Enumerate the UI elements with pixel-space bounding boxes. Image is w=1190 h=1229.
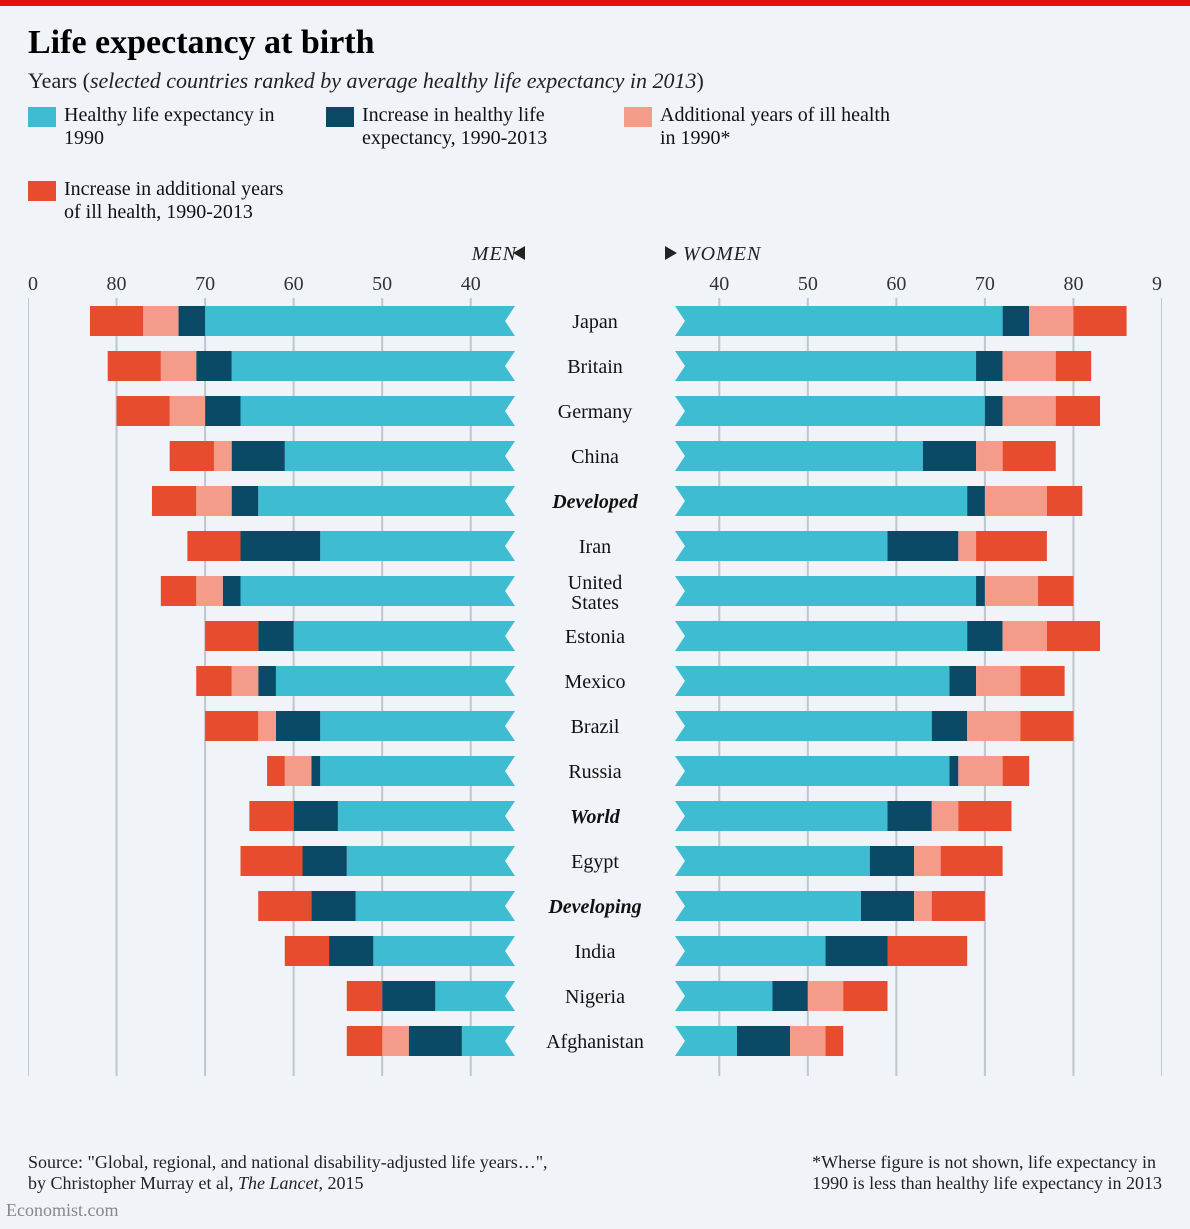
legend-item: Increase in additional years of ill heal… [28, 178, 298, 224]
plot-area: 40 40 50 50 60 60 70 70 80 80 90 90 MEN WOMEN Japan Br… [28, 238, 1162, 1138]
svg-text:40: 40 [709, 273, 729, 295]
subtitle-plain: Years ( [28, 68, 90, 93]
svg-text:China: China [571, 446, 619, 468]
legend-label: Increase in healthy life expectancy, 199… [362, 104, 596, 150]
svg-text:States: States [571, 592, 619, 614]
svg-text:Estonia: Estonia [565, 626, 625, 648]
svg-text:80: 80 [1063, 273, 1083, 295]
source-line2-after: , 2015 [318, 1173, 363, 1193]
legend-label: Additional years of ill health in 1990* [660, 104, 894, 150]
svg-text:MEN: MEN [471, 243, 518, 265]
chart-svg: 40 40 50 50 60 60 70 70 80 80 90 90 MEN WOMEN Japan Br… [28, 238, 1162, 1098]
svg-text:Afghanistan: Afghanistan [546, 1031, 644, 1053]
svg-text:Brazil: Brazil [571, 716, 620, 738]
chart-container: Life expectancy at birth Years (selected… [0, 0, 1190, 1229]
svg-text:Japan: Japan [572, 311, 618, 333]
svg-text:80: 80 [107, 273, 127, 295]
svg-text:Egypt: Egypt [571, 851, 619, 873]
svg-text:Iran: Iran [579, 536, 611, 558]
svg-text:Russia: Russia [568, 761, 621, 783]
svg-text:60: 60 [284, 273, 304, 295]
svg-text:India: India [574, 941, 615, 963]
legend: Healthy life expectancy in 1990 Increase … [28, 104, 1162, 224]
svg-text:40: 40 [461, 273, 481, 295]
svg-text:World: World [570, 806, 621, 828]
svg-text:Germany: Germany [558, 401, 632, 423]
legend-label: Increase in additional years of ill heal… [64, 178, 298, 224]
legend-swatch [28, 181, 56, 201]
source-line2: by Christopher Murray et al, [28, 1173, 238, 1193]
subtitle-close: ) [697, 68, 704, 93]
legend-label: Healthy life expectancy in 1990 [64, 104, 298, 150]
svg-text:Mexico: Mexico [564, 671, 625, 693]
subtitle-italic: selected countries ranked by average hea… [90, 68, 697, 93]
svg-text:Developing: Developing [547, 896, 641, 918]
svg-text:90: 90 [1152, 273, 1162, 295]
chart-title: Life expectancy at birth [28, 24, 1162, 62]
footnote-text: *Wherse figure is not shown, life expect… [812, 1152, 1162, 1194]
svg-text:70: 70 [195, 273, 215, 295]
svg-text:Britain: Britain [567, 356, 623, 378]
svg-text:60: 60 [886, 273, 906, 295]
credit-text: Economist.com [0, 1200, 1190, 1229]
svg-text:Developed: Developed [551, 491, 639, 513]
source-line2-italic: The Lancet [238, 1173, 319, 1193]
svg-text:WOMEN: WOMEN [683, 243, 762, 265]
legend-swatch [326, 107, 354, 127]
legend-item: Increase in healthy life expectancy, 199… [326, 104, 596, 150]
legend-item: Additional years of ill health in 1990* [624, 104, 894, 150]
svg-text:90: 90 [28, 273, 38, 295]
svg-text:United: United [568, 572, 622, 594]
legend-swatch [624, 107, 652, 127]
footnote-line2: 1990 is less than healthy life expectanc… [812, 1173, 1162, 1193]
footnote-line1: *Wherse figure is not shown, life expect… [812, 1152, 1156, 1172]
svg-text:50: 50 [798, 273, 818, 295]
legend-swatch [28, 107, 56, 127]
svg-text:70: 70 [975, 273, 995, 295]
legend-item: Healthy life expectancy in 1990 [28, 104, 298, 150]
chart-subtitle: Years (selected countries ranked by aver… [28, 68, 1162, 94]
source-line1: Source: "Global, regional, and national … [28, 1152, 548, 1172]
svg-text:Nigeria: Nigeria [565, 986, 625, 1008]
source-text: Source: "Global, regional, and national … [28, 1152, 548, 1194]
svg-text:50: 50 [372, 273, 392, 295]
footer: Source: "Global, regional, and national … [0, 1148, 1190, 1200]
